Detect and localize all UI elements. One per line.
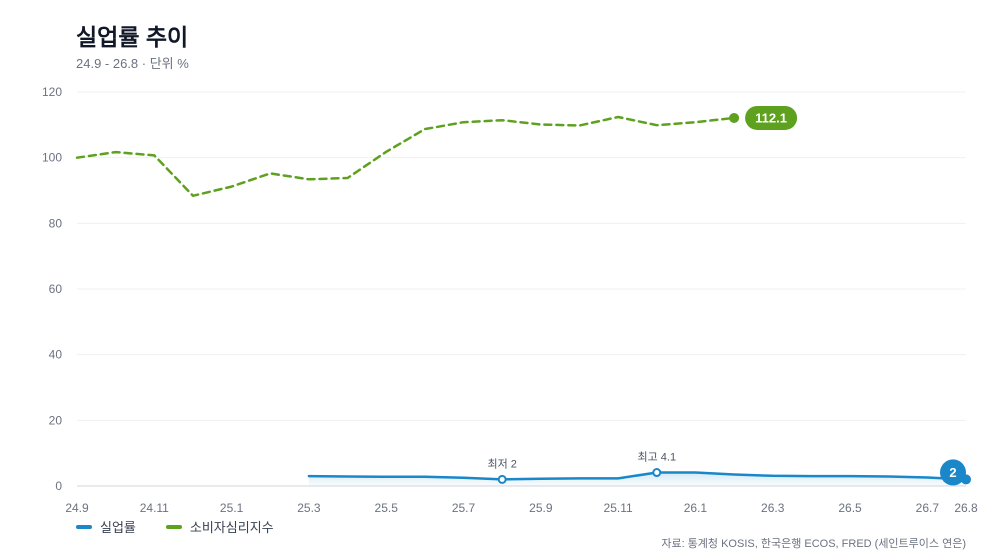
y-tick-label: 0 [55, 479, 62, 493]
x-tick-label: 25.9 [529, 501, 553, 515]
x-tick-label: 26.1 [684, 501, 708, 515]
series-end-point-1 [729, 112, 740, 123]
x-tick-label: 24.9 [65, 501, 89, 515]
legend-label-unemployment: 실업률 [100, 520, 136, 535]
chart-subtitle: 24.9 - 26.8 · 단위 % [76, 56, 189, 71]
y-tick-label: 120 [42, 85, 62, 99]
y-tick-label: 60 [49, 282, 63, 296]
x-tick-label: 25.7 [452, 501, 476, 515]
source-note: 자료: 통계청 KOSIS, 한국은행 ECOS, FRED (세인트루이스 연… [661, 538, 966, 550]
y-tick-label: 40 [49, 348, 63, 362]
annotation-label-1: 최고 4.1 [637, 451, 676, 464]
series-line-1 [75, 115, 736, 198]
annotation-label-0: 최저 2 [487, 457, 516, 470]
x-tick-label: 26.5 [838, 501, 862, 515]
legend-swatch-unemployment [76, 524, 92, 529]
legend-item-consumer-sentiment[interactable]: 소비자심리지수 [165, 517, 274, 536]
series-line-0 [307, 471, 968, 481]
series-layer [75, 115, 968, 486]
x-tick-label: 25.3 [297, 501, 321, 515]
x-axis: 24.9 24.11 25.1 25.3 25.5 25.7 25.9 25.11 26.1 26… [65, 501, 978, 515]
x-tick-label: 25.11 [604, 501, 633, 515]
legend: 실업률 소비자심리지수 [76, 517, 274, 536]
end-value-label-1: 112.1 [755, 110, 787, 125]
legend-item-unemployment[interactable]: 실업률 [76, 517, 136, 536]
y-tick-label: 20 [49, 413, 63, 427]
annotation-layer: 2 최저 2 최고 4.1 112.1 [487, 105, 971, 486]
line-chart: 0 20 40 60 80 100 120 24.9 24.11 25.1 25.3 25.5 25.… [42, 85, 978, 515]
end-value-badge-0 [940, 459, 966, 486]
legend-swatch-consumer-sentiment [165, 524, 182, 529]
y-tick-label: 100 [42, 151, 62, 165]
legend-label-consumer-sentiment: 소비자심리지수 [189, 520, 274, 535]
x-tick-label: 24.11 [140, 501, 169, 515]
grid-lines [77, 91, 966, 487]
x-tick-label: 26.3 [761, 501, 785, 515]
chart-title: 실업률 추이 [76, 24, 189, 50]
annotation-point-0 [497, 474, 507, 484]
annotation-point-1 [652, 468, 662, 478]
x-tick-label: 26.7 [916, 501, 940, 515]
x-tick-label: 25.1 [220, 501, 244, 515]
series-area-0 [308, 472, 966, 486]
x-tick-label: 26.8 [954, 501, 978, 515]
x-tick-label: 25.5 [375, 501, 399, 515]
y-axis: 0 20 40 60 80 100 120 [42, 85, 62, 493]
end-value-label-0: 2 [949, 465, 956, 480]
y-tick-label: 80 [49, 216, 63, 230]
end-value-badge-1 [745, 105, 798, 130]
